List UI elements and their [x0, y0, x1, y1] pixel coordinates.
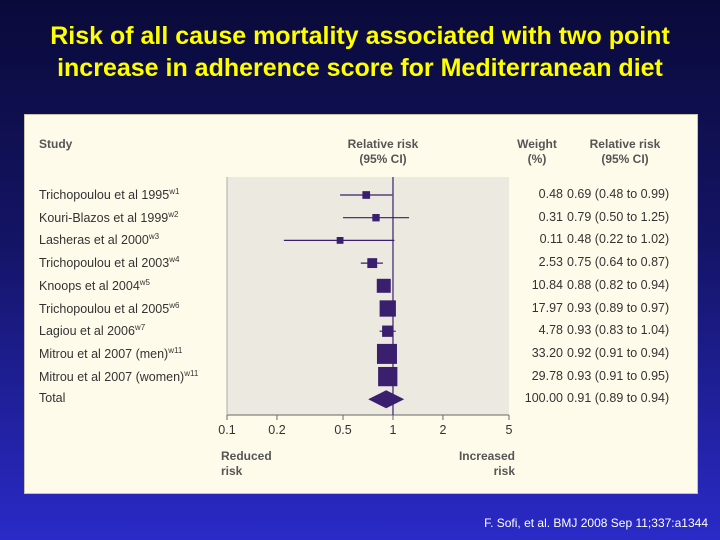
x-tick-label: 0.1 [218, 423, 235, 437]
reduced-risk-label: Reduced risk [221, 449, 272, 479]
study-reference: w4 [169, 255, 180, 265]
study-name: Trichopoulou et al 1995w1 [39, 187, 180, 203]
study-reference: w3 [148, 232, 160, 242]
study-weight: 33.20 [531, 345, 563, 360]
study-weight: 0.11 [539, 232, 563, 247]
relative-risk-ci-header-line-1: Relative risk [589, 137, 661, 151]
study-relative-risk-ci: 0.48 (0.22 to 1.02) [567, 232, 670, 247]
study-weight: 4.78 [538, 323, 563, 338]
effect-marker [362, 191, 371, 199]
study-reference: w7 [134, 323, 146, 333]
relative-risk-header-line-1: Relative risk [347, 137, 419, 151]
effect-marker [336, 236, 344, 244]
relative-risk-header-line-2: (95% CI) [359, 152, 407, 166]
effect-marker [372, 214, 380, 222]
study-name: Lasheras et al 2000w3 [39, 232, 160, 248]
x-tick-label: 2 [439, 423, 446, 437]
study-relative-risk-ci: 0.75 (0.64 to 0.87) [567, 255, 670, 270]
effect-marker [378, 366, 398, 387]
study-reference: w11 [168, 345, 183, 355]
study-reference: w2 [168, 209, 179, 219]
study-name: Knoops et al 2004w5 [39, 277, 151, 293]
study-weight: 17.97 [531, 300, 563, 315]
study-name: Kouri-Blazos et al 1999w2 [39, 209, 179, 225]
slide-title: Risk of all cause mortality associated w… [0, 20, 720, 84]
study-relative-risk-ci: 0.93 (0.89 to 0.97) [567, 300, 670, 315]
x-tick-label: 0.5 [334, 423, 351, 437]
study-reference: w11 [184, 368, 199, 378]
study-relative-risk-ci: 0.79 (0.50 to 1.25) [567, 209, 670, 224]
study-weight: 10.84 [531, 277, 563, 292]
relative-risk-ci-header-line-2: (95% CI) [601, 152, 649, 166]
total-diamond [368, 390, 405, 409]
relative-risk-header: Relative risk (95% CI) [333, 137, 433, 167]
study-name: Trichopoulou et al 2005w6 [39, 300, 180, 316]
study-weight: 100.00 [524, 391, 563, 406]
study-relative-risk-ci: 0.88 (0.82 to 0.94) [567, 277, 670, 292]
effect-marker [376, 343, 397, 364]
increased-risk-label: Increased risk [435, 449, 515, 479]
increased-risk-label-line-1: Increased [458, 449, 515, 463]
study-weight: 0.31 [538, 209, 563, 224]
title-line-2: increase in adherence score for Mediterr… [57, 54, 663, 82]
x-tick-label: 5 [506, 423, 513, 437]
study-weight: 2.53 [538, 255, 563, 270]
study-name: Mitrou et al 2007 (men)w11 [39, 345, 183, 362]
effect-marker [376, 278, 391, 293]
weight-header-line-1: Weight [517, 137, 557, 151]
citation: F. Sofi, et al. BMJ 2008 Sep 11;337:a134… [484, 516, 708, 530]
title-line-1: Risk of all cause mortality associated w… [50, 22, 670, 50]
total-label: Total [39, 391, 66, 406]
study-header: Study [39, 137, 73, 151]
effect-marker [379, 300, 396, 317]
plot-area-background [227, 177, 509, 415]
study-name: Trichopoulou et al 2003w4 [39, 255, 180, 271]
x-tick-label: 1 [390, 423, 397, 437]
weight-header-line-2: (%) [527, 152, 547, 166]
x-tick-label: 0.2 [268, 423, 285, 437]
study-reference: w1 [169, 187, 180, 196]
study-relative-risk-ci: 0.69 (0.48 to 0.99) [567, 187, 670, 201]
effect-marker [367, 258, 378, 269]
study-relative-risk-ci: 0.93 (0.91 to 0.95) [567, 368, 670, 383]
forest-plot-panel: Study Relative risk (95% CI) Weight (%) … [24, 114, 698, 494]
study-weight: 29.78 [531, 368, 563, 383]
reduced-risk-label-line-2: risk [221, 464, 243, 478]
study-name: Lagiou et al 2006w7 [39, 323, 146, 339]
relative-risk-ci-header: Relative risk (95% CI) [573, 137, 677, 167]
forest-plot-svg: 0.1 0.2 0.5 1 2 5 [218, 177, 513, 437]
study-reference: w6 [169, 300, 180, 310]
study-weight: 0.48 [538, 187, 563, 201]
weight-header: Weight (%) [509, 137, 565, 167]
effect-marker [382, 325, 394, 337]
study-reference: w5 [139, 277, 151, 287]
study-relative-risk-ci: 0.91 (0.89 to 0.94) [567, 391, 670, 406]
study-relative-risk-ci: 0.92 (0.91 to 0.94) [567, 345, 670, 360]
study-relative-risk-ci: 0.93 (0.83 to 1.04) [567, 323, 670, 338]
reduced-risk-label-line-1: Reduced [221, 449, 272, 463]
study-name: Mitrou et al 2007 (women)w11 [39, 368, 199, 384]
increased-risk-label-line-2: risk [493, 464, 515, 478]
